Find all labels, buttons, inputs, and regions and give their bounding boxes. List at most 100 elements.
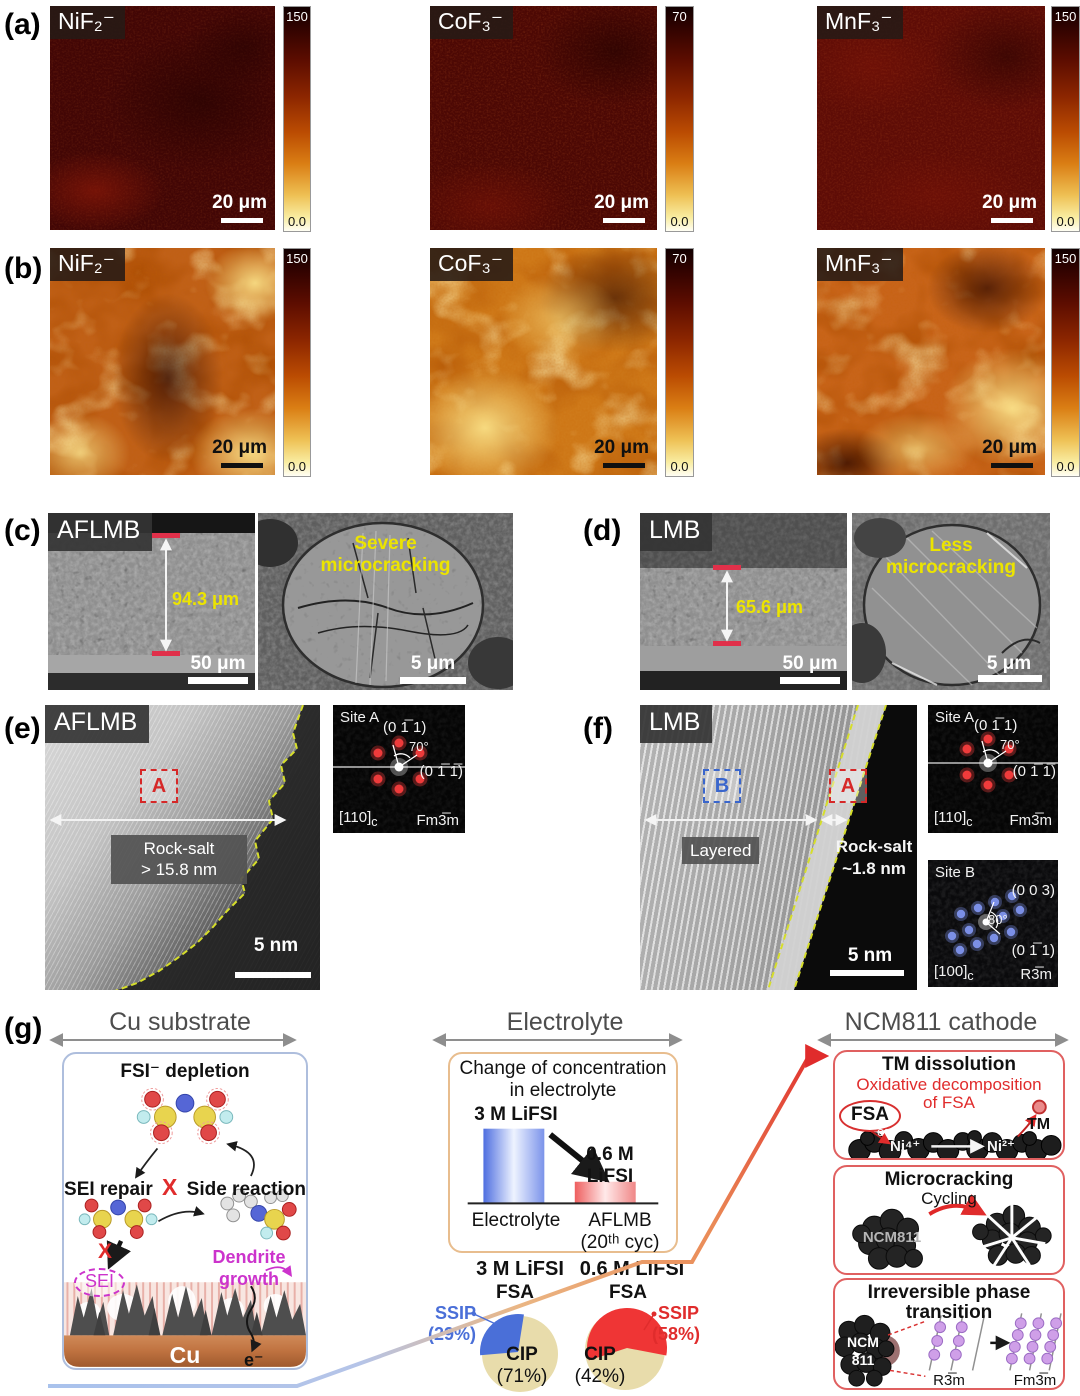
rock-salt-line2: ~1.8 nm <box>842 859 906 878</box>
site-a-marker: A <box>829 769 867 803</box>
scale-bar <box>221 463 263 468</box>
sims-map-a2-texture <box>430 6 657 230</box>
fft-angle: 80° <box>988 912 1008 927</box>
fft-space-group: Fm3̅m <box>1009 812 1053 829</box>
pie2-ssip-value: (58%) <box>652 1324 701 1344</box>
fft-reflection-1: (0 1̅ 1) <box>383 719 427 736</box>
crack-label-line2: microcracking <box>320 555 451 576</box>
map-title: CoF₃⁻ <box>430 6 513 40</box>
fft-inset-e-site-a: Site A (0 1̅ 1) 70° (0 1̅ 1̅) [110]c Fm3… <box>333 705 465 833</box>
rock-salt-line2: > 15.8 nm <box>140 860 218 880</box>
scale-text: 20 μm <box>594 437 649 458</box>
box-title-line2: in electrolyte <box>509 1080 617 1101</box>
scale-bar <box>188 677 248 684</box>
fft-angle: 70° <box>1000 737 1020 752</box>
scale-bar <box>978 675 1042 682</box>
panel-c-label: (c) <box>4 514 41 547</box>
map-title: NiF₂⁻ <box>50 6 125 40</box>
site-b-marker: B <box>703 769 741 803</box>
scale-text: 20 μm <box>982 192 1037 213</box>
layered-label: Layered <box>682 837 760 865</box>
fft-reflection-1: (0 0 3) <box>1011 882 1055 899</box>
sims-map-b2-texture <box>430 248 657 475</box>
red-cross-icon: X <box>162 1174 178 1200</box>
sims-map-b1-texture <box>50 248 275 475</box>
fft-pattern <box>928 705 1058 833</box>
pie2-cip-value: (42%) <box>574 1366 626 1387</box>
colorbar-b3: 150 0.0 <box>1051 248 1080 477</box>
fft-pattern <box>928 860 1058 987</box>
colorbar-a3: 150 0.0 <box>1051 6 1080 232</box>
panel-g-label: (g) <box>4 1012 43 1045</box>
anode-graphics <box>64 1087 306 1367</box>
panel-b-label: (b) <box>4 252 43 285</box>
red-cross-icon: X <box>98 1240 113 1263</box>
crack-label-line1: Severe <box>354 533 417 554</box>
pie1-ssip-label: SSIP <box>434 1303 476 1323</box>
oxidative-line2: of FSA <box>923 1093 975 1112</box>
ni2-label: Ni²⁺ <box>987 1138 1015 1155</box>
site-a-marker: A <box>140 769 178 803</box>
tem-image-aflmb: AFLMB A Rock-salt > 15.8 nm 5 nm <box>45 705 320 990</box>
colorbar-max: 150 <box>1054 251 1077 266</box>
colorbar-min: 0.0 <box>287 459 307 474</box>
colorbar-min: 0.0 <box>1056 459 1075 474</box>
bar2-label-line1: 0.6 M <box>586 1144 634 1165</box>
dendrite-growth-line2: growth <box>219 1269 279 1289</box>
sei-repair-label: SEI repair <box>64 1179 153 1200</box>
phase-transition-box: Irreversible phase transition NCM 811 R3… <box>833 1278 1065 1390</box>
ncm811-label: NCM811 <box>862 1229 922 1246</box>
x-label-electrolyte: Electrolyte <box>471 1210 561 1231</box>
sem-particle-lmb: Less microcracking 5 μm <box>852 513 1050 690</box>
fft-angle: 70° <box>409 739 429 754</box>
x-label-cycle: (20ᵗʰ cyc) <box>580 1232 660 1253</box>
box-title-line1: Irreversible phase <box>867 1282 1031 1303</box>
scale-bar <box>830 970 904 976</box>
map-title: MnF₃⁻ <box>817 6 903 40</box>
colorbar-max: 150 <box>1054 9 1077 24</box>
fft-title: Site B <box>935 864 976 881</box>
pie1-cip-label: CIP <box>506 1344 538 1365</box>
thickness-label: 65.6 μm <box>736 597 804 617</box>
fft-title: Site A <box>340 709 380 726</box>
fsa-label: FSA <box>839 1100 901 1132</box>
scale-text: 5 μm <box>410 653 456 674</box>
fft-zone-axis: [110]c <box>934 809 973 829</box>
reaction-line: SEI repair X Side reaction <box>64 1174 306 1201</box>
box-title: Microcracking <box>884 1169 1014 1190</box>
map-title: CoF₃⁻ <box>430 248 513 282</box>
fsi-depletion-label: FSI⁻ depletion <box>120 1061 250 1082</box>
fft-pattern <box>333 705 465 833</box>
x-label-aflmb: AFLMB <box>588 1210 652 1231</box>
scale-bar <box>603 218 645 223</box>
scale-bar <box>221 218 263 223</box>
panel-f-label: (f) <box>583 712 613 745</box>
scale-bar <box>235 972 311 978</box>
side-reaction-label: Side reaction <box>186 1179 306 1200</box>
sims-map-a2: CoF₃⁻ 20 μm <box>430 6 657 230</box>
fft-space-group: R3̅m <box>1020 966 1052 983</box>
tem-annotations <box>644 705 917 990</box>
map-title: MnF₃⁻ <box>817 248 903 282</box>
tem-image-lmb: LMB B A Layered Rock-salt ~1.8 nm 5 nm <box>640 705 917 990</box>
crack-label-line1: Less <box>929 535 973 556</box>
tm-ion-icon <box>1032 1099 1047 1115</box>
sem-texture <box>258 513 513 690</box>
rock-salt-line1: Rock-salt <box>835 837 913 856</box>
scale-text: 20 μm <box>212 192 267 213</box>
section-title-cu-substrate: Cu substrate <box>109 1008 251 1036</box>
bar1-label: 3 M LiFSI <box>474 1104 558 1125</box>
pie2-molecule-label: FSA <box>609 1282 647 1303</box>
fft-zone-axis: [110]c <box>339 809 378 829</box>
cycling-label: Cycling <box>921 1189 977 1208</box>
fft-title: Site A <box>935 709 975 726</box>
sem-texture <box>640 513 847 690</box>
layered-lattice-atoms <box>928 1321 968 1361</box>
sample-title: AFLMB <box>45 705 150 743</box>
scale-text: 50 μm <box>190 653 246 674</box>
fft-reflection-2: (0 1̅ 1̅) <box>1012 763 1056 780</box>
colorbar-max: 70 <box>672 251 687 266</box>
fsi-molecule-icon <box>136 1087 234 1145</box>
sims-map-b3: MnF₃⁻ 20 μm <box>817 248 1045 475</box>
fsi-molecule-small-icon <box>78 1198 158 1239</box>
